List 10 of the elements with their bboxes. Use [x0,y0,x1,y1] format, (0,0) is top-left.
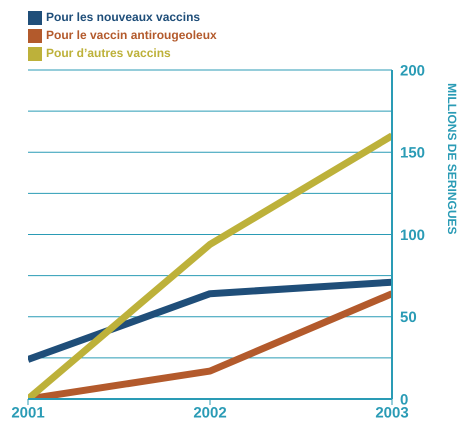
legend-label: Pour le vaccin antirougeoleux [46,28,217,42]
y-tick-label: 200 [400,62,426,80]
x-tick-label: 2002 [193,404,227,422]
y-tick-label: 100 [400,226,426,244]
x-tick-label: 2001 [11,404,45,422]
legend-label: Pour d’autres vaccins [46,46,171,60]
y-tick-label: 150 [400,144,426,162]
legend-label: Pour les nouveaux vaccins [46,10,200,24]
y-axis-title: MILLIONS DE SERINGUES [444,83,459,234]
y-tick-label: 50 [400,309,417,326]
